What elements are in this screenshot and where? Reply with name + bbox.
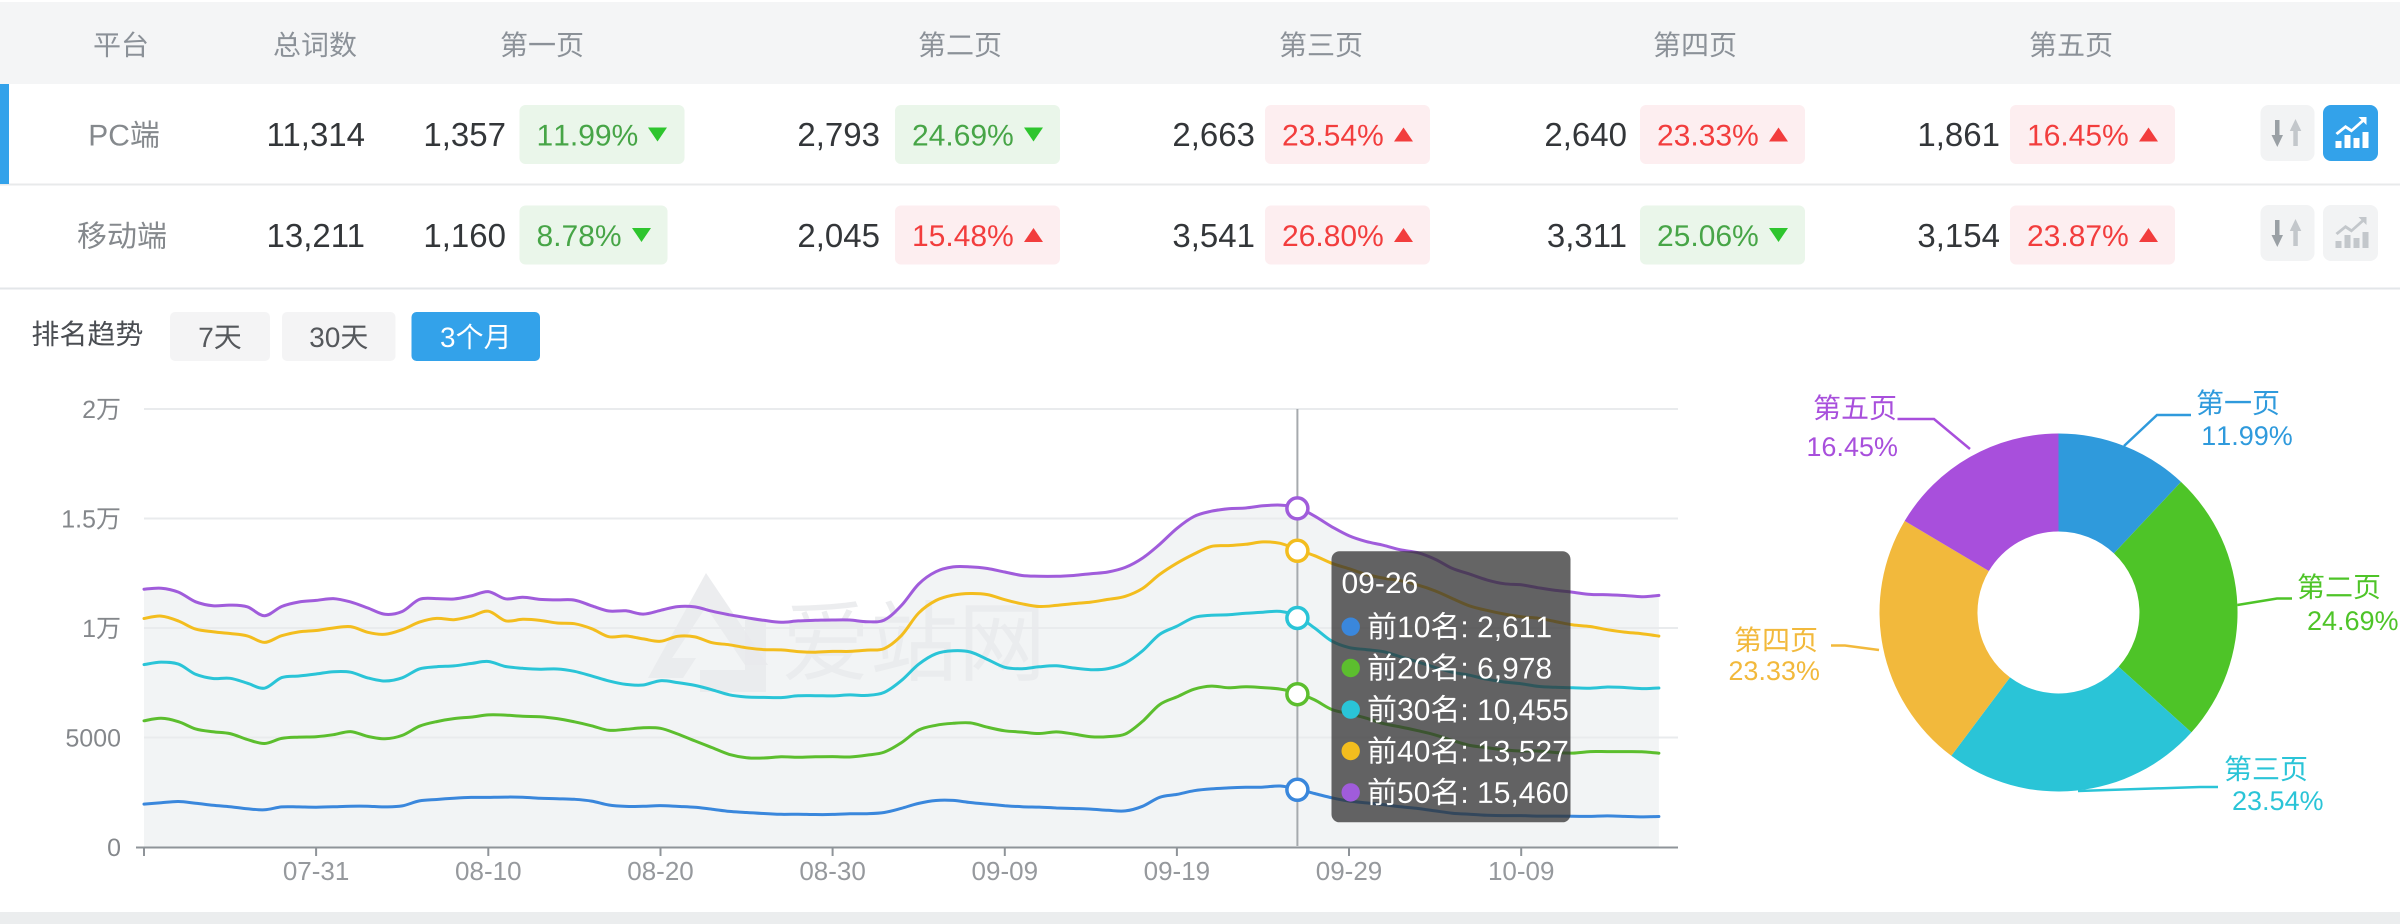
svg-text:2,045: 2,045	[797, 217, 880, 254]
svg-text:08-30: 08-30	[799, 856, 866, 886]
svg-text:1,160: 1,160	[423, 217, 506, 254]
svg-text:3,541: 3,541	[1172, 217, 1255, 254]
svg-text:10-09: 10-09	[1488, 856, 1555, 886]
svg-text:09-09: 09-09	[972, 856, 1039, 886]
svg-text:09-26: 09-26	[1342, 567, 1419, 600]
svg-text:09-29: 09-29	[1316, 856, 1383, 886]
svg-text:2,793: 2,793	[797, 116, 880, 153]
svg-text:09-19: 09-19	[1144, 856, 1211, 886]
svg-text:13,211: 13,211	[267, 217, 365, 254]
svg-text:3,311: 3,311	[1547, 217, 1627, 254]
svg-text:1,861: 1,861	[1917, 116, 2000, 153]
svg-text:08-10: 08-10	[455, 856, 522, 886]
svg-text:07-31: 07-31	[283, 856, 350, 886]
svg-text:08-20: 08-20	[627, 856, 694, 886]
svg-text:3,154: 3,154	[1917, 217, 2000, 254]
svg-text:2,663: 2,663	[1172, 116, 1255, 153]
svg-text:2,640: 2,640	[1544, 116, 1627, 153]
svg-text:11,314: 11,314	[267, 116, 365, 153]
svg-text:1,357: 1,357	[423, 116, 506, 153]
